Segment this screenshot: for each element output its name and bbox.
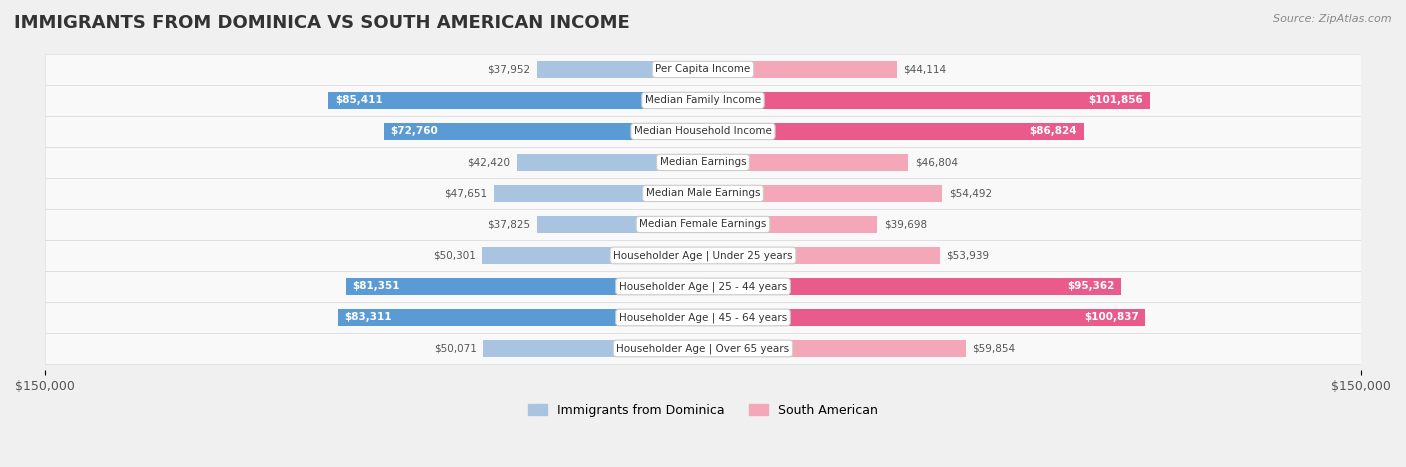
Text: $86,824: $86,824 [1029,127,1077,136]
Bar [45,147,1361,178]
Bar [537,216,703,233]
Bar [45,209,1361,240]
Bar [703,123,1084,140]
Text: $100,837: $100,837 [1084,312,1139,322]
Text: $101,856: $101,856 [1088,95,1143,106]
Text: IMMIGRANTS FROM DOMINICA VS SOUTH AMERICAN INCOME: IMMIGRANTS FROM DOMINICA VS SOUTH AMERIC… [14,14,630,32]
Bar [45,240,1361,271]
Text: $83,311: $83,311 [344,312,392,322]
Text: $85,411: $85,411 [335,95,382,106]
Bar [45,178,1361,209]
Text: $72,760: $72,760 [391,127,439,136]
Text: $44,114: $44,114 [903,64,946,74]
Bar [45,54,1361,85]
Bar [45,302,1361,333]
Bar [537,61,703,78]
Bar [45,85,1361,116]
Bar [703,247,939,264]
Bar [703,216,877,233]
Bar [45,116,1361,147]
Text: $39,698: $39,698 [884,219,927,229]
Bar [703,278,1122,295]
Text: Source: ZipAtlas.com: Source: ZipAtlas.com [1274,14,1392,24]
Bar [703,309,1146,326]
Text: $42,420: $42,420 [467,157,510,168]
Text: $81,351: $81,351 [353,282,401,291]
Text: $50,071: $50,071 [434,343,477,354]
Bar [703,92,1150,109]
Text: Median Male Earnings: Median Male Earnings [645,188,761,198]
Text: $95,362: $95,362 [1067,282,1115,291]
Bar [346,278,703,295]
Bar [45,209,1361,240]
Bar [45,271,1361,302]
Bar [45,333,1361,364]
Text: Median Household Income: Median Household Income [634,127,772,136]
Bar [45,54,1361,85]
Bar [703,61,897,78]
Bar [45,147,1361,178]
Bar [482,247,703,264]
Bar [494,185,703,202]
Text: Householder Age | 45 - 64 years: Householder Age | 45 - 64 years [619,312,787,323]
Bar [45,271,1361,302]
Bar [45,116,1361,147]
Bar [328,92,703,109]
Text: Median Female Earnings: Median Female Earnings [640,219,766,229]
Text: Householder Age | Under 25 years: Householder Age | Under 25 years [613,250,793,261]
Legend: Immigrants from Dominica, South American: Immigrants from Dominica, South American [523,399,883,422]
Text: $46,804: $46,804 [915,157,957,168]
Text: $37,825: $37,825 [488,219,530,229]
Bar [703,154,908,171]
Text: $47,651: $47,651 [444,188,488,198]
Bar [484,340,703,357]
Text: $59,854: $59,854 [972,343,1015,354]
Bar [45,85,1361,116]
Text: Per Capita Income: Per Capita Income [655,64,751,74]
Text: $54,492: $54,492 [949,188,991,198]
Bar [703,340,966,357]
Text: $37,952: $37,952 [486,64,530,74]
Bar [45,333,1361,364]
Text: Householder Age | 25 - 44 years: Householder Age | 25 - 44 years [619,281,787,292]
Bar [337,309,703,326]
Bar [384,123,703,140]
Text: Householder Age | Over 65 years: Householder Age | Over 65 years [616,343,790,354]
Text: Median Family Income: Median Family Income [645,95,761,106]
Bar [45,178,1361,209]
Text: $50,301: $50,301 [433,250,475,261]
Bar [517,154,703,171]
Bar [45,302,1361,333]
Bar [45,240,1361,271]
Text: Median Earnings: Median Earnings [659,157,747,168]
Bar [703,185,942,202]
Text: $53,939: $53,939 [946,250,990,261]
